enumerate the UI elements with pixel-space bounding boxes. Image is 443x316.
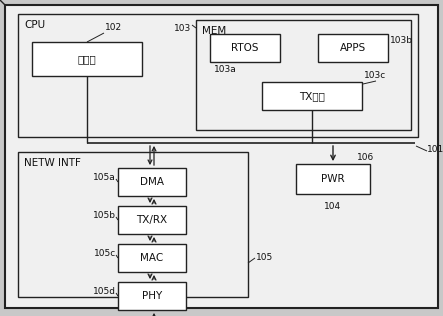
Text: CPU: CPU xyxy=(24,20,45,30)
Bar xyxy=(32,42,142,76)
Text: TX/RX: TX/RX xyxy=(136,215,167,225)
Text: 104: 104 xyxy=(324,202,342,211)
Text: MAC: MAC xyxy=(140,253,163,263)
Text: NETW INTF: NETW INTF xyxy=(24,158,81,168)
Text: 处理器: 处理器 xyxy=(78,54,97,64)
Text: 103b: 103b xyxy=(390,36,413,45)
Bar xyxy=(262,82,362,110)
Text: 101: 101 xyxy=(427,145,443,155)
Bar xyxy=(296,164,370,194)
Text: 106: 106 xyxy=(357,153,374,162)
Bar xyxy=(196,20,411,130)
Text: TX引擎: TX引擎 xyxy=(299,91,325,101)
Bar xyxy=(18,14,418,137)
Text: RTOS: RTOS xyxy=(231,43,259,53)
Text: 103c: 103c xyxy=(364,71,386,80)
Text: 105: 105 xyxy=(256,253,273,263)
Text: PHY: PHY xyxy=(142,291,162,301)
Bar xyxy=(118,282,186,310)
Bar xyxy=(118,168,186,196)
Text: 105c: 105c xyxy=(94,250,116,258)
Bar xyxy=(318,34,388,62)
Text: MEM: MEM xyxy=(202,26,226,36)
Text: APPS: APPS xyxy=(340,43,366,53)
Bar xyxy=(118,244,186,272)
Bar xyxy=(18,152,248,297)
Text: 103a: 103a xyxy=(214,65,237,75)
Text: 103: 103 xyxy=(174,24,191,33)
Text: 105a: 105a xyxy=(93,173,116,183)
Text: 102: 102 xyxy=(105,23,122,32)
Bar xyxy=(210,34,280,62)
Bar xyxy=(118,206,186,234)
Text: 105b: 105b xyxy=(93,211,116,221)
Text: 105d: 105d xyxy=(93,288,116,296)
Text: DMA: DMA xyxy=(140,177,164,187)
Text: PWR: PWR xyxy=(321,174,345,184)
